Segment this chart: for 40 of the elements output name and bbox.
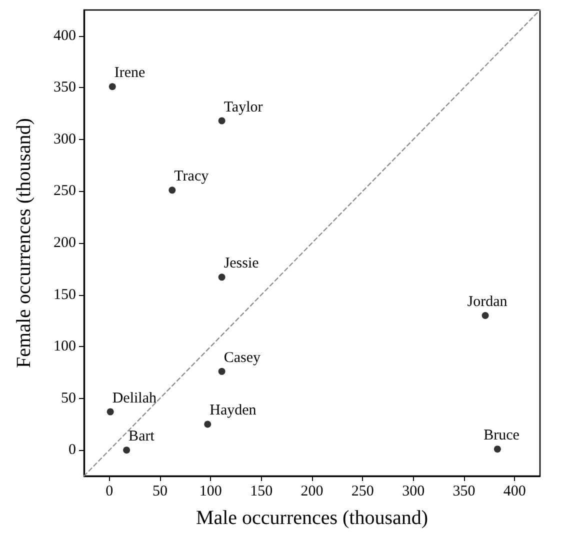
x-tick-label: 0 — [106, 484, 114, 500]
point — [482, 312, 489, 319]
annotation: Bruce — [484, 428, 520, 444]
point — [218, 117, 226, 124]
point — [123, 446, 130, 454]
y-tick-label: 350 — [54, 80, 76, 96]
annotation: Jessie — [224, 256, 260, 272]
y-tick-label: 250 — [54, 183, 76, 200]
annotation: Tracy — [174, 168, 210, 185]
y-tick-label: 50 — [61, 390, 76, 406]
annotation: Bart — [128, 428, 156, 445]
y-tick-label: 300 — [54, 131, 76, 148]
x-tick-label: 200 — [300, 484, 324, 500]
x-tick-label: 250 — [351, 484, 374, 500]
x-tick-label: 400 — [503, 484, 526, 500]
x-tick-label: 300 — [402, 484, 425, 500]
y-tick-label: 0 — [68, 442, 76, 458]
point — [204, 420, 212, 428]
y-tick-label: 100 — [54, 338, 76, 355]
point — [494, 446, 501, 453]
annotation: Delilah — [112, 390, 157, 406]
x-tick-label: 350 — [452, 484, 476, 500]
y-axis-title: Female occurrences (thousand) — [13, 118, 35, 368]
y-tick-label: 200 — [54, 235, 76, 251]
point — [108, 83, 116, 90]
point — [218, 274, 226, 281]
annotation: Irene — [114, 65, 146, 82]
x-tick-label: 50 — [152, 484, 168, 500]
x-tick-label: 100 — [199, 484, 222, 500]
y-tick-label: 400 — [54, 28, 76, 44]
point — [168, 186, 176, 194]
x-axis-title: Male occurrences (thousand) — [196, 507, 428, 529]
point — [218, 368, 226, 375]
annotation: Hayden — [210, 402, 257, 419]
point — [106, 408, 114, 416]
annotation: Jordan — [467, 294, 508, 310]
y-tick-label: 150 — [54, 286, 76, 303]
x-tick-label: 150 — [250, 484, 273, 500]
annotation: Casey — [224, 350, 261, 366]
annotation: Taylor — [224, 99, 263, 116]
